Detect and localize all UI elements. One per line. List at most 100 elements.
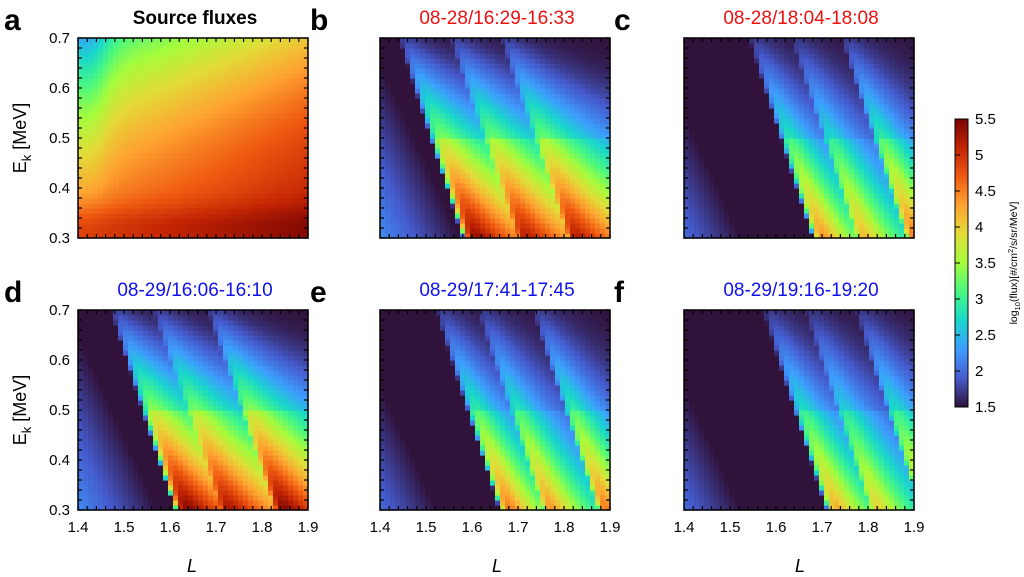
heatmap-cell [465, 168, 471, 174]
heatmap-cell [158, 158, 164, 164]
heatmap-cell [143, 48, 149, 54]
heatmap-cell [575, 53, 581, 59]
heatmap-cell [425, 108, 431, 114]
heatmap-cell [525, 163, 531, 169]
heatmap-cell [405, 193, 411, 199]
heatmap-cell [258, 188, 264, 194]
heatmap-cell [455, 218, 461, 224]
heatmap-cell [445, 233, 451, 239]
heatmap-cell [809, 208, 815, 214]
heatmap-cell [78, 53, 84, 59]
heatmap-cell [794, 168, 800, 174]
heatmap-cell [759, 73, 765, 79]
heatmap-cell [799, 153, 805, 159]
heatmap-cell [585, 143, 591, 149]
heatmap-cell [450, 203, 456, 209]
heatmap-cell [158, 208, 164, 214]
heatmap-cell [203, 143, 209, 149]
heatmap-cell [520, 133, 526, 139]
heatmap-cell [163, 163, 169, 169]
heatmap-cell [233, 163, 239, 169]
heatmap-cell [580, 108, 586, 114]
heatmap-cell [213, 103, 219, 109]
heatmap-cell [764, 123, 770, 129]
heatmap-cell [213, 133, 219, 139]
heatmap-cell [98, 68, 104, 74]
heatmap-cell [605, 213, 611, 219]
heatmap-cell [410, 48, 416, 54]
heatmap-cell [744, 78, 750, 84]
heatmap-cell [410, 228, 416, 234]
heatmap-cell [298, 158, 304, 164]
heatmap-cell [764, 208, 770, 214]
heatmap-cell [380, 43, 386, 49]
heatmap-cell [88, 108, 94, 114]
heatmap-cell [278, 228, 284, 234]
heatmap-cell [789, 43, 795, 49]
heatmap-cell [819, 128, 825, 134]
y-tick-label: 0.6 [49, 80, 70, 97]
heatmap-cell [273, 118, 279, 124]
heatmap-cell [709, 173, 715, 179]
heatmap-cell [243, 58, 249, 64]
heatmap-cell [173, 38, 179, 44]
heatmap-cell [400, 68, 406, 74]
heatmap-cell [455, 48, 461, 54]
heatmap-cell [505, 78, 511, 84]
heatmap-cell [430, 218, 436, 224]
heatmap-cell [133, 88, 139, 94]
heatmap-cell [719, 153, 725, 159]
heatmap-cell [268, 88, 274, 94]
heatmap-cell [168, 88, 174, 94]
heatmap-cell [470, 203, 476, 209]
heatmap-cell [178, 188, 184, 194]
heatmap-cell [794, 173, 800, 179]
heatmap-cell [168, 123, 174, 129]
heatmap-cell [774, 108, 780, 114]
heatmap-cell [714, 58, 720, 64]
heatmap-cell [590, 138, 596, 144]
heatmap-cell [560, 43, 566, 49]
heatmap-cell [213, 183, 219, 189]
heatmap-cell [734, 228, 740, 234]
heatmap-cell [450, 113, 456, 119]
heatmap-cell [714, 53, 720, 59]
heatmap-cell [123, 58, 129, 64]
heatmap-cell [749, 123, 755, 129]
heatmap-cell [233, 173, 239, 179]
heatmap-cell [485, 78, 491, 84]
heatmap-cell [600, 158, 606, 164]
heatmap-cell [455, 133, 461, 139]
heatmap-cell [263, 128, 269, 134]
heatmap-cell [744, 163, 750, 169]
heatmap-cell [545, 98, 551, 104]
heatmap-cell [600, 98, 606, 104]
heatmap-cell [814, 68, 820, 74]
heatmap-cell [298, 43, 304, 49]
heatmap-cell [729, 203, 735, 209]
heatmap-cell [223, 188, 229, 194]
heatmap-cell [193, 93, 199, 99]
heatmap-cell [814, 208, 820, 214]
heatmap-cell [153, 183, 159, 189]
heatmap-cell [495, 133, 501, 139]
heatmap-cell [580, 183, 586, 189]
heatmap-cell [163, 228, 169, 234]
heatmap-cell [83, 73, 89, 79]
heatmap-cell [470, 78, 476, 84]
heatmap-cell [128, 68, 134, 74]
heatmap-cell [505, 193, 511, 199]
heatmap-cell [540, 178, 546, 184]
heatmap-cell [570, 63, 576, 69]
heatmap-cell [689, 153, 695, 159]
heatmap-cell [93, 163, 99, 169]
heatmap-cell [809, 63, 815, 69]
heatmap-cell [228, 143, 234, 149]
heatmap-cell [550, 218, 556, 224]
heatmap-cell [560, 188, 566, 194]
heatmap-cell [704, 183, 710, 189]
heatmap-cell [138, 178, 144, 184]
heatmap-cell [83, 98, 89, 104]
heatmap-cell [253, 123, 259, 129]
heatmap-cell [128, 193, 134, 199]
